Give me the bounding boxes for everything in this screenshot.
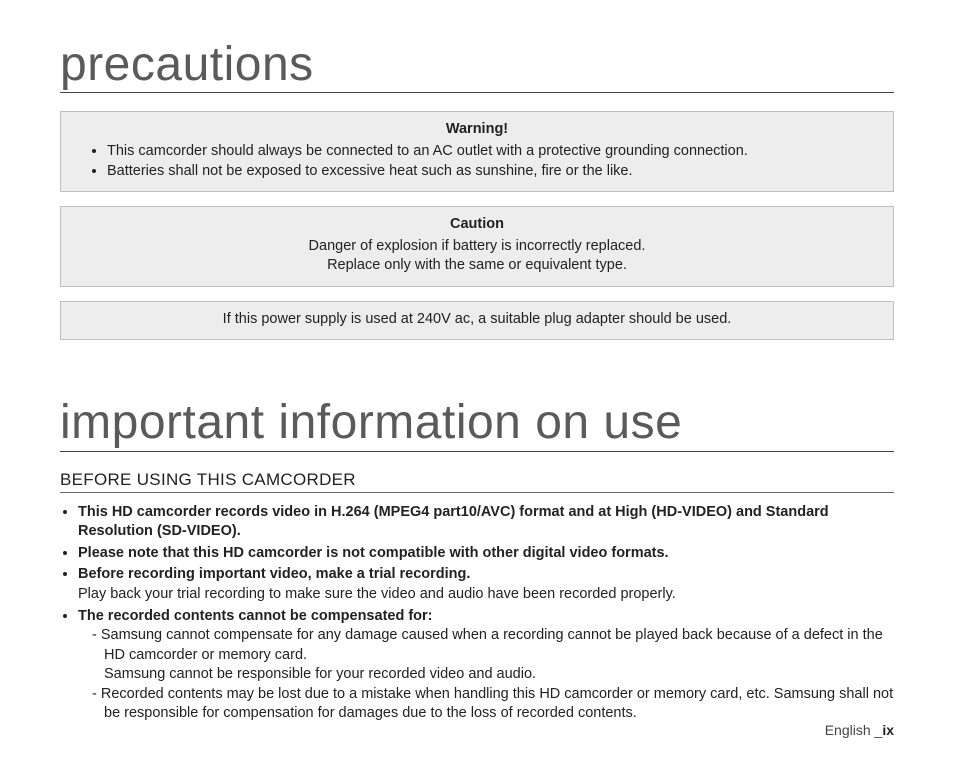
precautions-heading: precautions <box>60 40 894 93</box>
warning-item: This camcorder should always be connecte… <box>107 142 875 162</box>
page-footer: English _ix <box>825 722 894 738</box>
warning-item: Batteries shall not be exposed to excess… <box>107 162 875 182</box>
plug-adapter-note: If this power supply is used at 240V ac,… <box>60 301 894 341</box>
caution-title: Caution <box>79 215 875 235</box>
caution-box: Caution Danger of explosion if battery i… <box>60 206 894 287</box>
sub-dash-item: - Recorded contents may be lost due to a… <box>92 685 894 724</box>
caution-line: Replace only with the same or equivalent… <box>79 256 875 276</box>
sub-dash-item: - Samsung cannot compensate for any dama… <box>92 626 894 665</box>
list-item: Before recording important video, make a… <box>78 565 894 604</box>
before-using-subheading: BEFORE USING THIS CAMCORDER <box>60 470 894 493</box>
list-item: This HD camcorder records video in H.264… <box>78 503 894 542</box>
warning-box: Warning! This camcorder should always be… <box>60 111 894 192</box>
plug-adapter-text: If this power supply is used at 240V ac,… <box>79 310 875 330</box>
footer-language: English _ <box>825 722 883 738</box>
sub-dash-continuation: Samsung cannot be responsible for your r… <box>104 665 894 685</box>
list-item-lead: Before recording important video, make a… <box>78 566 470 582</box>
list-item: Please note that this HD camcorder is no… <box>78 544 894 564</box>
important-info-heading: important information on use <box>60 398 894 451</box>
list-item-text: Please note that this HD camcorder is no… <box>78 545 669 561</box>
warning-title: Warning! <box>79 120 875 140</box>
footer-page-number: ix <box>882 722 894 738</box>
list-item-lead: The recorded contents cannot be compensa… <box>78 608 433 624</box>
list-item-text: This HD camcorder records video in H.264… <box>78 504 829 540</box>
before-using-list: This HD camcorder records video in H.264… <box>78 503 894 724</box>
list-item: The recorded contents cannot be compensa… <box>78 607 894 724</box>
caution-line: Danger of explosion if battery is incorr… <box>79 237 875 257</box>
warning-list: This camcorder should always be connecte… <box>107 142 875 181</box>
list-item-body: Play back your trial recording to make s… <box>78 586 676 602</box>
